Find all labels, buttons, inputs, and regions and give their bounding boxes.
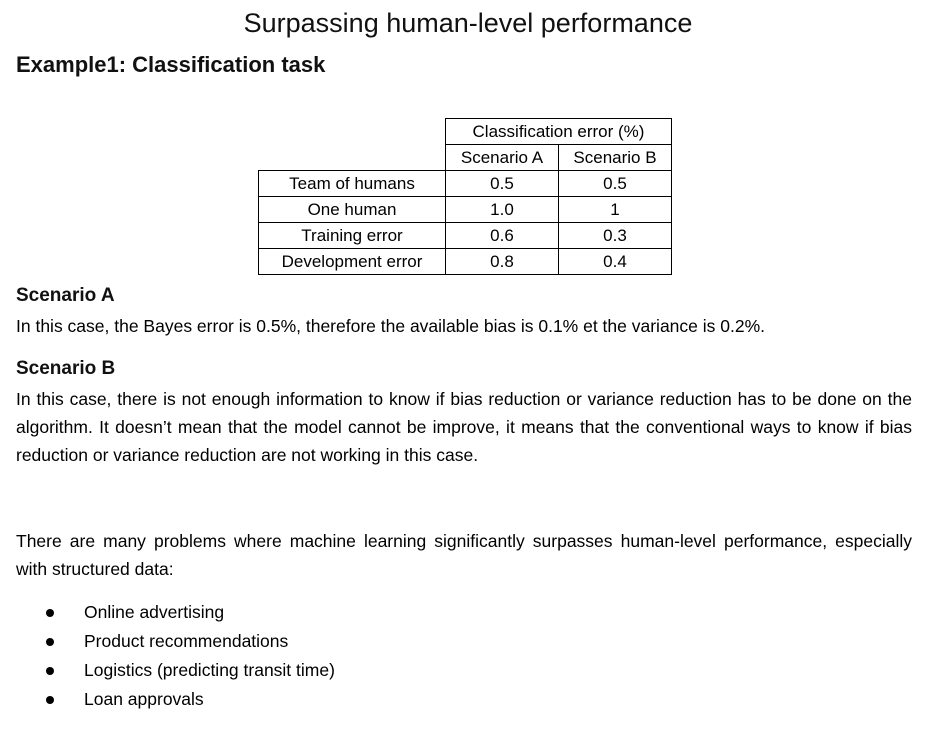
table-column-row: Scenario A Scenario B [259, 144, 672, 171]
cell-scenario-b: 1 [558, 196, 672, 223]
scenario-b-heading: Scenario B [16, 358, 116, 379]
row-label: Development error [258, 248, 446, 275]
list-item-label: Product recommendations [84, 631, 289, 651]
table-row: Training error 0.6 0.3 [258, 222, 672, 249]
cell-scenario-a: 1.0 [445, 196, 559, 223]
row-label: One human [258, 196, 446, 223]
examples-list: Online advertising Product recommendatio… [40, 598, 335, 714]
intro-paragraph: There are many problems where machine le… [16, 531, 912, 579]
list-item: Loan approvals [40, 685, 335, 714]
table-header-row: Classification error (%) [259, 118, 672, 145]
column-header-scenario-b: Scenario B [558, 144, 672, 171]
page-title: Surpassing human-level performance [243, 8, 693, 38]
table-row: One human 1.0 1 [258, 196, 672, 223]
list-item: Online advertising [40, 598, 335, 627]
bullet-icon [46, 696, 54, 704]
cell-scenario-a: 0.6 [445, 222, 559, 249]
table-row: Development error 0.8 0.4 [258, 248, 672, 275]
table-row: Team of humans 0.5 0.5 [258, 170, 672, 197]
list-item: Logistics (predicting transit time) [40, 656, 335, 685]
table-group-header: Classification error (%) [445, 118, 672, 145]
list-item-label: Logistics (predicting transit time) [84, 660, 335, 680]
bullet-icon [46, 638, 54, 646]
row-label: Team of humans [258, 170, 446, 197]
cell-scenario-b: 0.4 [558, 248, 672, 275]
scenario-b-text: In this case, there is not enough inform… [16, 389, 912, 465]
cell-scenario-a: 0.8 [445, 248, 559, 275]
cell-scenario-a: 0.5 [445, 170, 559, 197]
list-item-label: Loan approvals [84, 689, 204, 709]
bullet-icon [46, 609, 54, 617]
bullet-icon [46, 667, 54, 675]
cell-scenario-b: 0.3 [558, 222, 672, 249]
table-corner-cell [259, 145, 446, 171]
scenario-a-heading: Scenario A [16, 285, 115, 306]
row-label: Training error [258, 222, 446, 249]
scenario-a-text: In this case, the Bayes error is 0.5%, t… [16, 316, 766, 336]
cell-scenario-b: 0.5 [558, 170, 672, 197]
example-subtitle: Example1: Classification task [16, 52, 326, 77]
classification-error-table: Classification error (%) Scenario A Scen… [258, 118, 672, 275]
table-corner-cell [259, 119, 446, 145]
list-item: Product recommendations [40, 627, 335, 656]
column-header-scenario-a: Scenario A [445, 144, 559, 171]
list-item-label: Online advertising [84, 602, 225, 622]
